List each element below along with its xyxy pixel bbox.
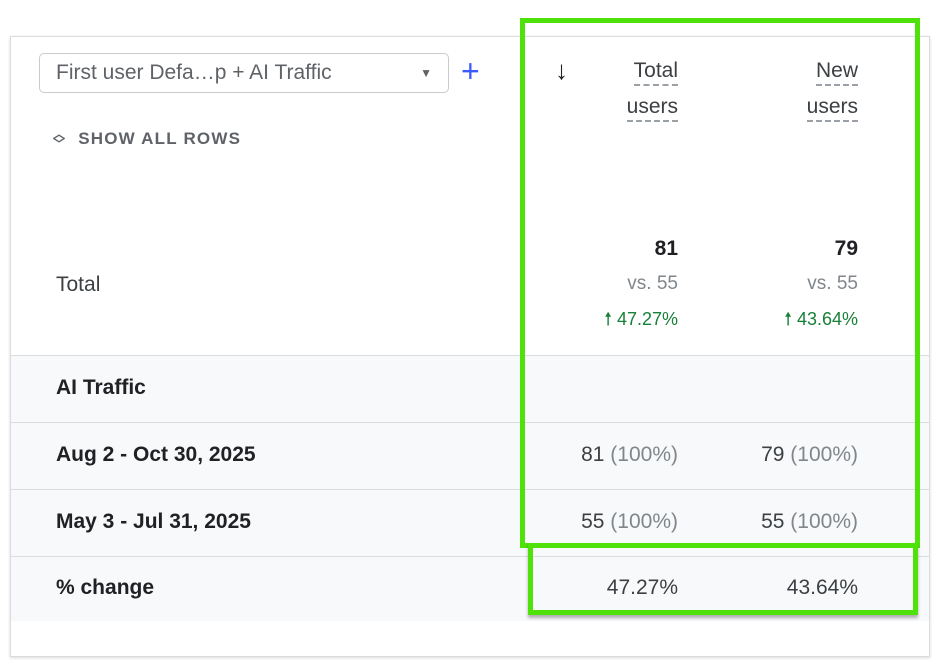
arrow-up-icon: 🠕 [604, 309, 617, 329]
row-label: % change [56, 576, 155, 599]
highlight-box-change [528, 543, 918, 615]
row-label: Aug 2 - Oct 30, 2025 [56, 443, 256, 466]
compare-value: vs. 55 [807, 273, 858, 294]
total-label: Total [56, 273, 101, 296]
add-dimension-button[interactable]: + [461, 53, 480, 89]
total-value: 81 [654, 237, 678, 260]
cell-new-users: 79 (100%) [761, 443, 858, 466]
show-all-rows-button[interactable]: ︿ ﹀ SHOW ALL ROWS [53, 127, 242, 151]
show-all-rows-label: SHOW ALL ROWS [78, 129, 242, 148]
table-row[interactable]: AI Traffic [11, 355, 929, 422]
header-line: users [806, 94, 858, 122]
total-users-summary: 81 vs. 55 🠕 47.27% [538, 237, 678, 337]
arrow-down-icon[interactable]: ↓ [555, 55, 568, 85]
cell-new-users: 55 (100%) [761, 510, 858, 533]
cell-new-users: 43.64% [786, 576, 858, 599]
table-row[interactable]: Aug 2 - Oct 30, 2025 81 (100%) 79 (100%) [11, 422, 929, 489]
row-label: AI Traffic [56, 376, 146, 399]
column-header-new-users[interactable]: New users [718, 53, 858, 125]
change-value: 🠕 47.27% [538, 307, 678, 337]
column-header-total-users[interactable]: Total users [538, 53, 678, 125]
highlight-box-metrics [520, 18, 920, 548]
dimension-select[interactable]: First user Defa…p + AI Traffic ▼ [39, 53, 449, 93]
caret-down-icon: ▼ [420, 66, 432, 80]
cell-total-users: 55 (100%) [581, 510, 678, 533]
header-line: Total [633, 58, 678, 86]
table-row[interactable]: May 3 - Jul 31, 2025 55 (100%) 55 (100%) [11, 489, 929, 556]
header-line: users [626, 94, 678, 122]
cell-total-users: 81 (100%) [581, 443, 678, 466]
compare-value: vs. 55 [627, 273, 678, 294]
dimension-select-value: First user Defa…p + AI Traffic [56, 61, 332, 84]
unfold-icon: ︿ ﹀ [53, 127, 67, 151]
header-line: New [815, 58, 858, 86]
change-value: 🠕 43.64% [718, 307, 858, 337]
report-table-card: First user Defa…p + AI Traffic ▼ + ︿ ﹀ SH… [10, 36, 930, 657]
change-text: 47.27% [616, 309, 678, 329]
cell-total-users: 47.27% [606, 576, 678, 599]
total-value: 79 [834, 237, 858, 260]
change-text: 43.64% [796, 309, 858, 329]
row-label: May 3 - Jul 31, 2025 [56, 510, 251, 533]
arrow-up-icon: 🠕 [784, 309, 797, 329]
new-users-summary: 79 vs. 55 🠕 43.64% [718, 237, 858, 337]
